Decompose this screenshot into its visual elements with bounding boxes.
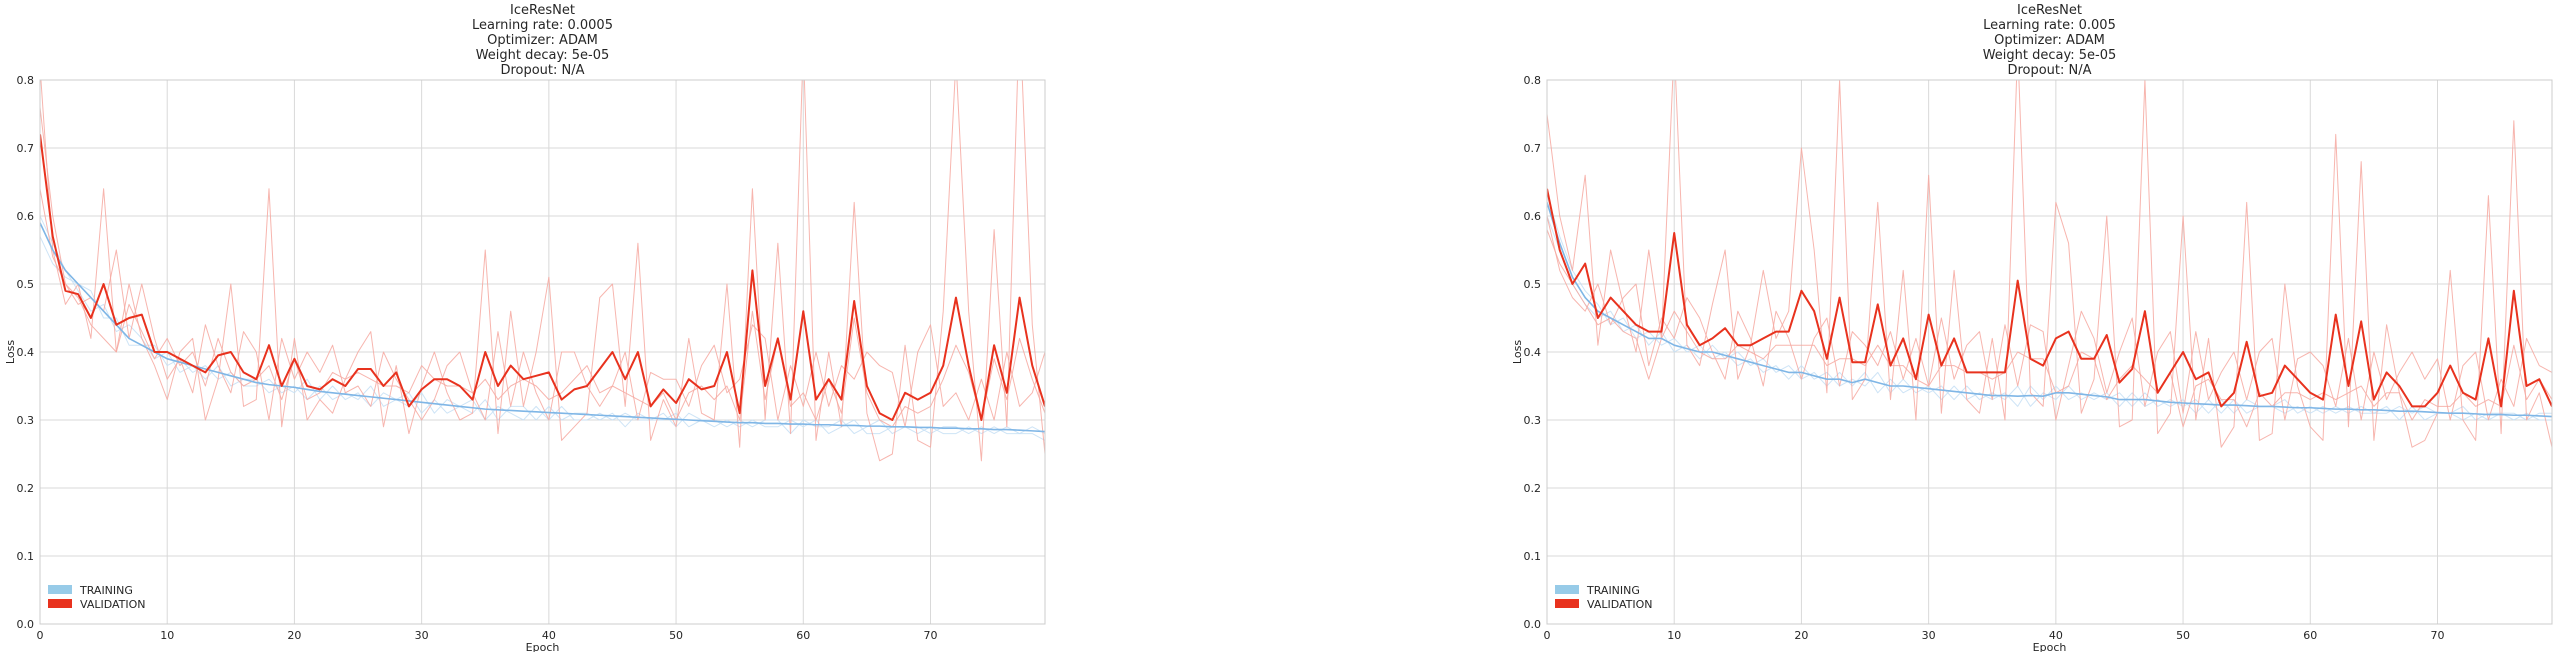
y-tick-label: 0.0	[1524, 618, 1542, 631]
x-tick-label: 60	[796, 629, 810, 642]
series-group	[40, 80, 1045, 462]
y-tick-label: 0.5	[17, 278, 35, 291]
legend-swatch	[48, 599, 72, 608]
y-tick-label: 0.6	[17, 210, 35, 223]
y-tick-label: 0.4	[17, 346, 35, 359]
x-tick-label: 50	[2176, 629, 2190, 642]
y-tick-label: 0.3	[1524, 414, 1542, 427]
validation-run-line	[40, 107, 1045, 428]
x-tick-label: 30	[1922, 629, 1936, 642]
x-tick-label: 20	[287, 629, 301, 642]
validation-run-line	[40, 188, 1045, 428]
y-tick-label: 0.8	[1524, 74, 1542, 87]
validation-mean-line	[40, 134, 1045, 421]
training-run-line	[1547, 215, 2552, 421]
axes-frame	[1546, 79, 2553, 625]
legend-label: VALIDATION	[80, 598, 146, 611]
chart-title-line: IceResNet	[2017, 3, 2082, 18]
legend-label: TRAINING	[79, 584, 133, 597]
y-tick-label: 0.8	[17, 74, 35, 87]
x-tick-label: 30	[415, 629, 429, 642]
chart-title-line: Dropout: N/A	[2007, 63, 2091, 78]
y-tick-label: 0.1	[1524, 550, 1542, 563]
validation-run-line	[1547, 229, 2552, 428]
x-axis-label: Epoch	[2033, 641, 2067, 652]
y-tick-label: 0.2	[17, 482, 35, 495]
chart-panel-left: 0 10 20 30 40 50 60 70 0.0 0.1 0.2 0.3 0.4 0.5 0.6 0.7 0…	[4, 3, 1046, 652]
chart-title-line: Optimizer: ADAM	[1994, 33, 2105, 48]
x-tick-label: 70	[2431, 629, 2445, 642]
chart-title-line: Dropout: N/A	[500, 63, 584, 78]
legend-swatch	[1555, 599, 1579, 608]
x-tick-label: 0	[37, 629, 44, 642]
legend-swatch	[48, 585, 72, 594]
legend-label: TRAINING	[1586, 584, 1640, 597]
x-tick-label: 0	[1544, 629, 1551, 642]
x-tick-label: 10	[1667, 629, 1681, 642]
y-tick-label: 0.4	[1524, 346, 1542, 359]
y-tick-label: 0.5	[1524, 278, 1542, 291]
y-tick-label: 0.2	[1524, 482, 1542, 495]
x-tick-label: 60	[2303, 629, 2317, 642]
legend-swatch	[1555, 585, 1579, 594]
chart-title-line: Learning rate: 0.005	[1983, 18, 2116, 33]
chart-title-line: Weight decay: 5e-05	[476, 48, 610, 63]
x-tick-label: 40	[542, 629, 556, 642]
y-tick-label: 0.1	[17, 550, 35, 563]
x-tick-label: 70	[924, 629, 938, 642]
x-tick-label: 50	[669, 629, 683, 642]
y-tick-label: 0.7	[17, 142, 35, 155]
x-axis-label: Epoch	[526, 641, 560, 652]
legend-label: VALIDATION	[1587, 598, 1653, 611]
chart-title-line: IceResNet	[510, 3, 575, 18]
y-tick-label: 0.7	[1524, 142, 1542, 155]
axes-frame	[39, 79, 1046, 625]
x-tick-label: 20	[1794, 629, 1808, 642]
chart-panel-right: 0 10 20 30 40 50 60 70 0.0 0.1 0.2 0.3 0.4 0.5 0.6 0.7 0…	[1511, 3, 2553, 652]
x-tick-label: 40	[2049, 629, 2063, 642]
series-group	[1547, 80, 2552, 448]
y-axis-label: Loss	[1511, 340, 1524, 364]
training-run-line	[40, 236, 1045, 435]
validation-mean-line	[1547, 188, 2552, 408]
y-axis-label: Loss	[4, 340, 17, 364]
y-tick-label: 0.3	[17, 414, 35, 427]
y-tick-label: 0.0	[17, 618, 35, 631]
validation-run-line	[1547, 80, 2552, 448]
chart-title-line: Learning rate: 0.0005	[472, 18, 613, 33]
chart-title-line: Weight decay: 5e-05	[1983, 48, 2117, 63]
chart-title-line: Optimizer: ADAM	[487, 33, 598, 48]
training-mean-line	[1547, 202, 2552, 418]
x-tick-label: 10	[160, 629, 174, 642]
y-tick-label: 0.6	[1524, 210, 1542, 223]
validation-run-line	[40, 80, 1045, 462]
